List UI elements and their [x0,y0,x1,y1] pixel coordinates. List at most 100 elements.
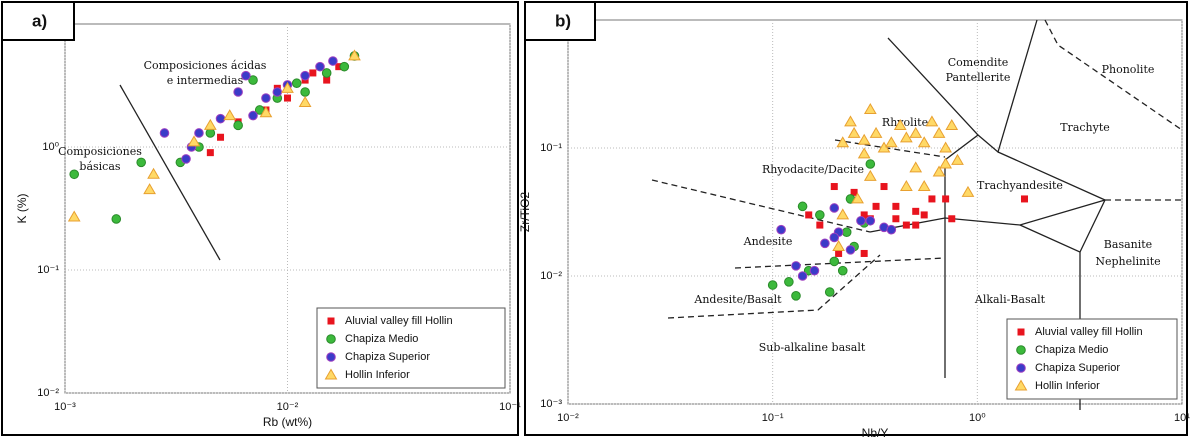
x-tick-label: 10¹ [1174,412,1190,424]
annotation: Phonolite [1102,63,1155,76]
marker-circle [1016,345,1026,355]
marker-square [902,221,910,229]
annotation: Trachyandesite [977,179,1063,192]
y-tick-label: 10⁻² [540,270,562,282]
marker-triangle [893,118,907,130]
marker-triangle [281,81,294,93]
marker-triangle [932,165,946,177]
marker-circle [815,210,825,220]
marker-triangle [869,126,883,138]
marker-triangle [917,136,931,148]
marker-circle [339,61,350,72]
marker-triangle [836,208,850,220]
y-tick-label: 10⁻¹ [540,142,562,154]
annotation: Rhyodacite/Dacite [762,163,864,176]
marker-triangle [857,147,871,159]
panel-label-box [1,1,75,41]
marker-circle [321,68,332,78]
marker-circle [820,238,830,249]
marker-circle [829,232,840,243]
marker-circle [300,70,310,81]
field-boundary [734,257,946,269]
marker-square [912,207,920,215]
x-axis-label: Nb/Y [862,426,889,439]
marker-triangle [909,161,923,173]
marker-triangle [925,115,939,127]
marker-circle [291,78,302,89]
y-tick-label: 10⁻¹ [37,264,59,276]
marker-circle [261,93,271,103]
marker-square [948,215,956,223]
x-tick-label: 10⁻² [277,401,299,413]
annotation: básicas [79,160,120,173]
marker-circle [300,87,310,97]
marker-circle [215,113,226,124]
marker-square [206,149,214,157]
marker-triangle [187,135,201,147]
marker-circle [326,352,336,362]
field-boundary [119,84,221,261]
marker-circle [886,224,897,235]
legend-label: Aluvial valley fill Hollin [1035,326,1143,338]
x-tick-label: 10⁻³ [54,401,76,413]
marker-square [1017,328,1025,336]
marker-circle [845,245,856,255]
field-boundary [1079,199,1106,253]
marker-triangle [67,210,81,222]
y-tick-label: 10⁰ [42,141,59,153]
marker-triangle [863,102,877,114]
marker-triangle [899,180,913,192]
y-axis-label: Zr/TiO2 [518,192,532,233]
annotation: Andesite [743,235,793,248]
legend-label: Chapiza Superior [1035,362,1120,374]
marker-triangle [857,133,871,145]
field-boundary [667,254,881,319]
marker-triangle [932,126,946,138]
field-boundary [651,179,871,233]
panel-border [524,1,1188,436]
marker-circle [69,169,80,180]
annotation: Trachyte [1060,121,1110,134]
marker-circle [829,256,840,267]
marker-circle [241,70,251,81]
annotation: Sub-alkaline basalt [759,341,866,354]
marker-triangle [298,96,312,108]
legend-label: Aluvial valley fill Hollin [345,315,453,327]
marker-circle [837,265,848,276]
panel-label: a) [32,11,47,30]
annotation: e intermedias [167,74,244,87]
marker-square [309,69,317,77]
marker-triangle [324,368,338,380]
field-boundary [887,37,979,378]
marker-triangle [884,136,898,148]
marker-circle [136,157,146,168]
marker-circle [205,128,216,138]
marker-circle [797,201,808,212]
marker-triangle [259,106,273,118]
marker-circle [791,291,801,301]
marker-triangle [909,126,923,138]
marker-circle [856,215,866,226]
field-boundary [997,151,1106,201]
marker-triangle [836,136,850,148]
marker-square [850,188,858,196]
marker-square [892,215,900,223]
panel-label: b) [555,11,571,30]
annotation: Comendite [948,56,1009,69]
marker-triangle [877,141,891,153]
marker-square [217,133,225,141]
marker-circle [1016,363,1026,373]
marker-circle [865,215,876,226]
marker-triangle [832,240,845,252]
marker-square [880,183,888,191]
marker-triangle [951,153,964,165]
x-tick-label: 10⁰ [969,412,986,424]
marker-triangle [863,169,877,181]
marker-circle [776,224,786,235]
x-tick-label: 10⁻¹ [499,401,521,413]
marker-circle [233,120,243,131]
marker-triangle [939,157,952,169]
marker-triangle [348,49,361,61]
marker-circle [797,271,808,281]
